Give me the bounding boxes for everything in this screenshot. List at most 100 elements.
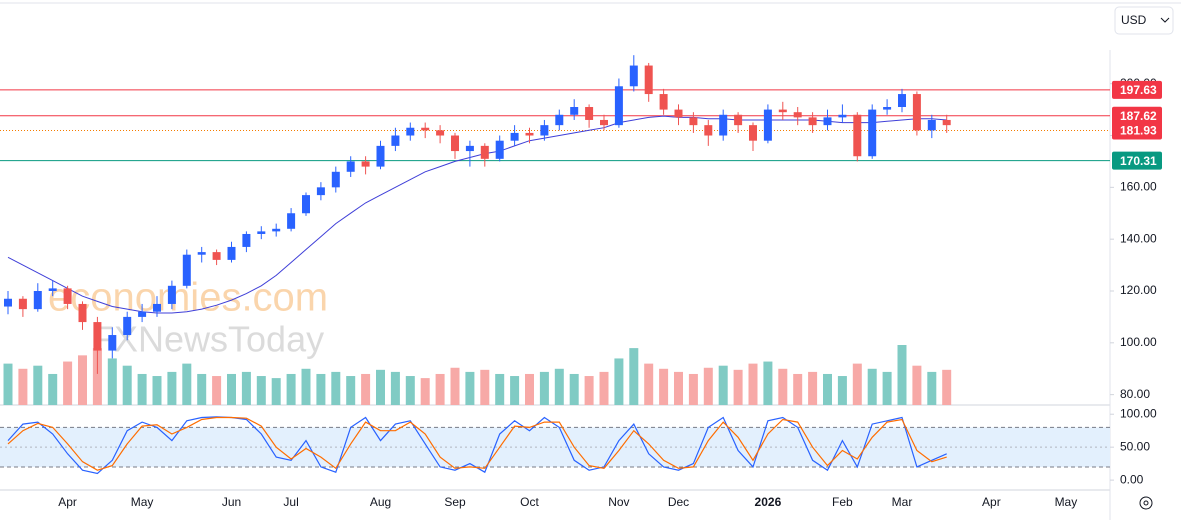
x-tick-label: Jul bbox=[283, 495, 298, 509]
x-tick-label: Jun bbox=[222, 495, 241, 509]
x-tick-label: Nov bbox=[608, 495, 629, 509]
volume-bar bbox=[867, 368, 877, 405]
volume-bar bbox=[703, 367, 713, 405]
candle-body bbox=[346, 161, 355, 172]
y-tick-label: 80.00 bbox=[1120, 387, 1150, 401]
candle-body bbox=[465, 145, 474, 152]
currency-button[interactable]: USD bbox=[1114, 6, 1174, 35]
candle-body bbox=[138, 311, 147, 317]
candle-body bbox=[674, 109, 683, 118]
volume-bar bbox=[286, 373, 296, 405]
volume-bar bbox=[942, 369, 952, 405]
volume-bar bbox=[420, 378, 430, 405]
candle-body bbox=[734, 114, 743, 126]
candle-body bbox=[257, 231, 266, 234]
x-tick-label: Sep bbox=[444, 495, 466, 509]
level-badge bbox=[1112, 151, 1162, 170]
volume-bar bbox=[748, 363, 758, 405]
x-tick-label: Oct bbox=[520, 495, 539, 509]
volume-bar bbox=[346, 376, 356, 405]
candle-body bbox=[614, 86, 623, 126]
x-tick-label: Aug bbox=[370, 495, 391, 509]
candle-body bbox=[93, 322, 102, 351]
candle-body bbox=[585, 107, 594, 120]
volume-bar bbox=[554, 368, 564, 405]
x-tick-label: May bbox=[1055, 495, 1078, 509]
volume-bar bbox=[763, 361, 773, 405]
candle-body bbox=[823, 117, 832, 126]
volume-bar bbox=[227, 373, 236, 405]
stoch-tick-label: 100.00 bbox=[1120, 406, 1157, 420]
candle-body bbox=[912, 94, 921, 131]
volume-bar bbox=[912, 365, 922, 405]
candle-body bbox=[242, 233, 251, 247]
x-tick-label: Dec bbox=[668, 495, 689, 509]
volume-bar bbox=[480, 369, 490, 405]
candle-body bbox=[555, 114, 564, 126]
volume-bar bbox=[808, 371, 818, 405]
stoch-tick-label: 50.00 bbox=[1120, 439, 1150, 453]
candle-body bbox=[4, 298, 12, 307]
candle-body bbox=[108, 335, 117, 351]
volume-bar bbox=[659, 368, 669, 405]
candle-body bbox=[376, 145, 385, 167]
settings-icon[interactable] bbox=[1139, 496, 1153, 510]
volume-bar bbox=[3, 363, 13, 405]
volume-bar bbox=[152, 376, 162, 405]
x-tick-label: May bbox=[131, 495, 154, 509]
candle-body bbox=[212, 252, 221, 260]
volume-bar bbox=[107, 358, 117, 405]
volume-bar bbox=[78, 355, 87, 405]
x-tick-label: Apr bbox=[58, 495, 77, 509]
volume-bar bbox=[688, 373, 698, 405]
candle-body bbox=[629, 65, 638, 87]
volume-bar bbox=[33, 365, 43, 405]
candle-body bbox=[451, 135, 459, 152]
volume-bar bbox=[569, 373, 579, 405]
level-label: 170.31 bbox=[1120, 154, 1157, 168]
candle-body bbox=[421, 127, 430, 131]
volume-bar bbox=[837, 376, 847, 405]
candle-body bbox=[480, 145, 489, 159]
candle-body bbox=[495, 140, 504, 159]
level-badge bbox=[1112, 121, 1162, 140]
candle-body bbox=[793, 112, 802, 118]
moving-average bbox=[7, 115, 947, 314]
candle-body bbox=[510, 132, 519, 141]
candle-body bbox=[197, 252, 206, 255]
volume-bar bbox=[495, 373, 505, 405]
volume-bar bbox=[539, 371, 549, 405]
level-badge bbox=[1112, 106, 1162, 125]
candle-body bbox=[927, 119, 936, 131]
volume-bar bbox=[212, 376, 222, 405]
volume-bar bbox=[718, 365, 728, 405]
x-tick-label: Feb bbox=[832, 495, 853, 509]
y-tick-label: 100.00 bbox=[1120, 335, 1157, 349]
volume-bar bbox=[465, 371, 475, 405]
volume-bar bbox=[778, 368, 788, 405]
x-tick-label: Mar bbox=[892, 495, 913, 509]
candle-body bbox=[540, 125, 549, 136]
volume-bar bbox=[18, 368, 28, 405]
candle-body bbox=[778, 109, 787, 113]
level-label: 181.93 bbox=[1120, 124, 1157, 138]
volume-bar bbox=[584, 376, 594, 405]
volume-bar bbox=[733, 369, 743, 405]
volume-bar bbox=[301, 368, 311, 405]
volume-bar bbox=[197, 373, 207, 405]
volume-bar bbox=[63, 361, 73, 405]
volume-bar bbox=[361, 373, 371, 405]
volume-bar bbox=[510, 376, 520, 405]
volume-bar bbox=[241, 371, 251, 405]
volume-bar bbox=[405, 376, 415, 405]
candle-body bbox=[361, 161, 370, 167]
volume-bar bbox=[182, 363, 192, 405]
candle-body bbox=[838, 114, 847, 118]
button-frame bbox=[1114, 6, 1174, 35]
volume-bar bbox=[674, 371, 683, 405]
candle-body bbox=[316, 187, 325, 196]
candle-body bbox=[63, 288, 72, 304]
candle-body bbox=[287, 213, 296, 229]
